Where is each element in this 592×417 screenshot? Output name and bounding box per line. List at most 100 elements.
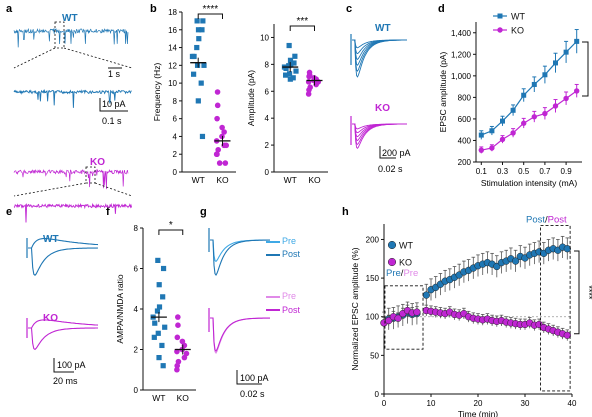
panel-c-ko-trace-5 [352, 123, 407, 149]
f-y-label: AMPA/NMDA ratio [115, 274, 125, 344]
b-left-point-wt [201, 62, 207, 68]
panel-c-wt-trace-2 [352, 39, 407, 60]
d-x-tick-label: 0.5 [518, 167, 530, 176]
f-point-wt [156, 355, 162, 361]
f-sig-bracket [158, 229, 184, 235]
panel-letter-f: f [106, 206, 110, 218]
panel-letter-d: d [438, 3, 445, 15]
b-right-sig-bracket [289, 25, 315, 31]
d-y-tick-label: 800 [458, 93, 472, 102]
b-right-y-tick-label: 4 [265, 114, 270, 123]
b-left-x-tick-label: KO [216, 175, 229, 185]
b-left-y-tick-label: 8 [173, 97, 178, 106]
f-point-ko [181, 354, 188, 361]
d-point-wt [563, 49, 569, 55]
h-pre-window-box [384, 285, 424, 350]
d-y-tick-label: 600 [458, 115, 472, 124]
panel-e-scale-time: 20 ms [53, 376, 78, 386]
b-left-y-tick-label: 2 [173, 150, 178, 159]
f-x-tick-label: WT [152, 393, 165, 403]
f-point-wt [156, 282, 162, 288]
b-right-point-wt [287, 76, 293, 82]
panel-g-ko-post [210, 317, 270, 352]
b-right-point-ko [305, 91, 312, 97]
zoom-box-wt [54, 21, 65, 49]
d-x-tick-label: 0.7 [539, 167, 551, 176]
d-point-ko [552, 103, 559, 109]
chart-b-left: 0 2 4 6 8 10 12 14 16 18 Frequency (Hz) WT KO **** [152, 4, 236, 185]
h-legend-marker-wt [387, 240, 397, 250]
h-pre-pre-annotation: Pre/Pre [386, 268, 418, 279]
b-left-point-ko [219, 124, 225, 131]
d-point-wt [510, 107, 516, 113]
d-legend-marker-ko [497, 27, 503, 33]
panel-c-ko-label: KO [375, 103, 390, 114]
panel-e-ko-label: KO [43, 313, 58, 324]
b-right-point-wt [291, 60, 297, 66]
b-left-point-ko [215, 146, 221, 153]
h-pre-slash-tspan: / [401, 268, 404, 279]
panel-e-ko-ampa [28, 327, 98, 351]
h-sig-bracket [574, 250, 580, 335]
b-left-point-wt [194, 18, 200, 24]
panel-c-wt-label: WT [375, 23, 391, 34]
b-left-point-ko [222, 160, 229, 166]
d-point-wt [574, 38, 580, 44]
f-point-ko [174, 362, 181, 369]
d-legend-marker-wt [497, 13, 503, 19]
b-left-point-wt [200, 18, 206, 24]
h-y-tick-label: 200 [366, 235, 380, 244]
b-left-y-tick-label: 0 [173, 168, 178, 177]
b-left-point-wt [194, 62, 201, 68]
h-legend-label-ko: KO [399, 258, 412, 268]
f-y-tick-label: 0 [134, 386, 139, 395]
d-legend-label-wt: WT [511, 12, 525, 22]
panel-a-wt-label: WT [62, 13, 78, 24]
panel-a-scale-amp: 10 pA [102, 99, 126, 109]
h-post-window-box [540, 225, 571, 392]
panel-c-ko-trace-3 [352, 123, 407, 142]
panel-c-traces: WT KO 200 pA 0.02 s [350, 23, 411, 174]
b-left-point-wt [194, 44, 200, 51]
panel-letter-a: a [6, 3, 13, 15]
d-point-wt [478, 132, 484, 138]
b-right-sig-label: *** [297, 16, 309, 27]
panel-g-scale-bar [236, 370, 262, 385]
d-point-wt [531, 81, 537, 87]
scale-bar-amp-time [99, 98, 128, 112]
f-point-wt [162, 324, 168, 330]
b-right-point-wt [286, 63, 292, 69]
b-left-point-wt [198, 80, 204, 86]
panel-g-scale-time: 0.02 s [240, 389, 265, 399]
f-point-wt [154, 308, 161, 314]
b-right-point-wt [293, 68, 299, 74]
b-left-sig-label: **** [203, 4, 219, 15]
b-left-point-ko [216, 160, 223, 166]
b-left-point-wt [199, 27, 205, 33]
d-x-label: Stimulation intensity (mA) [481, 178, 578, 188]
b-left-y-label: Frequency (Hz) [152, 63, 162, 122]
b-left-point-ko [219, 133, 225, 140]
d-point-wt [542, 72, 548, 78]
b-right-point-wt [290, 75, 296, 81]
h-x-tick-label: 10 [427, 399, 436, 408]
d-line-ko [481, 90, 578, 151]
f-point-wt [156, 304, 163, 310]
f-point-wt [160, 294, 166, 300]
h-y-label: Normalized EPSC amplitude (%) [350, 247, 360, 370]
panel-e-scale-bar [53, 358, 74, 373]
f-point-ko [175, 314, 181, 320]
b-right-point-wt [286, 71, 293, 77]
f-point-wt [159, 342, 165, 349]
h-pre-ko-tspan: Pre [403, 268, 418, 279]
d-point-ko [499, 136, 506, 143]
b-left-point-ko [213, 151, 220, 158]
d-line-wt [481, 40, 578, 136]
b-right-x-tick-label: WT [284, 175, 297, 185]
f-y-tick-label: 8 [134, 224, 139, 233]
f-point-wt [160, 363, 166, 369]
f-y-tick-label: 2 [134, 346, 139, 355]
h-point-wt [422, 291, 430, 299]
b-right-point-wt [286, 42, 292, 49]
